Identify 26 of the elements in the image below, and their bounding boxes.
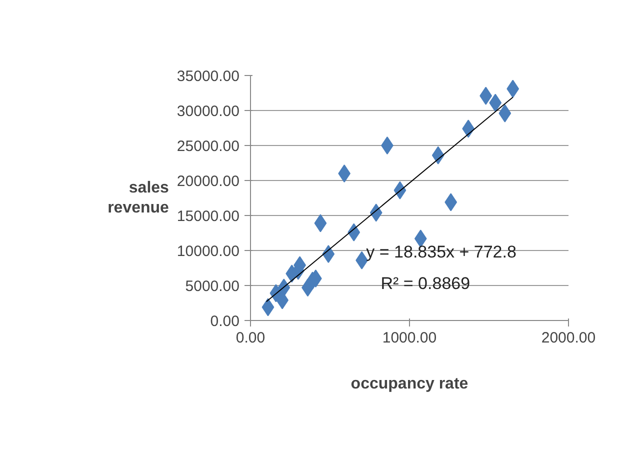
point <box>348 223 360 242</box>
point <box>489 94 502 112</box>
point <box>394 181 406 200</box>
y-tick-label: 0.00 <box>210 313 240 330</box>
point <box>370 204 382 222</box>
y-tick-label: 15000.00 <box>176 208 240 225</box>
y-axis-title: sales revenue <box>108 179 170 217</box>
y-tick-label: 30000.00 <box>176 103 240 120</box>
y-tick-label: 5000.00 <box>185 278 240 295</box>
y-tick-label: 35000.00 <box>176 68 240 85</box>
point <box>498 104 512 122</box>
y-tick-label: 10000.00 <box>176 243 240 260</box>
x-tick-label: 0.00 <box>236 330 266 346</box>
point <box>432 146 444 164</box>
point <box>322 245 335 263</box>
annotation: R² = 0.8869 <box>380 274 470 293</box>
x-tick-label: 2000.00 <box>541 330 596 346</box>
annotation: y = 18.835x + 772.8 <box>366 242 516 262</box>
point <box>314 214 327 232</box>
point <box>444 193 458 212</box>
y-tick-label: 25000.00 <box>176 138 240 155</box>
x-tick-label: 1000.00 <box>382 330 437 346</box>
y-tick-label: 20000.00 <box>176 173 240 190</box>
point <box>262 298 274 316</box>
x-axis-title: occupancy rate <box>350 376 468 392</box>
point <box>506 80 520 98</box>
